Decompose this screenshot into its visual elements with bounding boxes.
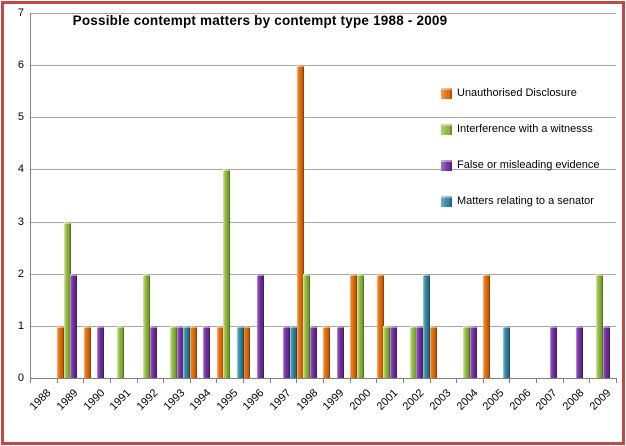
- x-axis-tick: [136, 379, 138, 383]
- x-axis-tick: [429, 379, 431, 383]
- x-axis-tick: [376, 379, 378, 383]
- x-axis-tick: [323, 379, 324, 383]
- x-axis-tick: [269, 379, 271, 383]
- legend-swatch-icon: [441, 195, 452, 207]
- bar-2001-series2: [383, 325, 391, 378]
- bar-1999-series1: [323, 325, 331, 378]
- legend-label: False or misleading evidence: [457, 159, 600, 171]
- x-axis-tick: [536, 379, 538, 383]
- x-axis-tick: [456, 379, 458, 383]
- gridline: [30, 325, 616, 327]
- bar-1999-series3: [336, 325, 344, 378]
- gridline: [30, 169, 616, 171]
- bar-2002-series2: [409, 325, 417, 378]
- bar-2000-series1: [350, 273, 358, 378]
- legend-label: Matters relating to a senator: [457, 195, 594, 207]
- gridline: [30, 13, 616, 14]
- bar-2002-series4: [422, 273, 430, 378]
- bar-1997-series4: [289, 325, 297, 378]
- legend-label: Unauthorised Disclosure: [457, 87, 577, 99]
- y-tick-label: 0: [17, 372, 24, 384]
- y-tick-label: 4: [17, 163, 24, 176]
- x-axis-tick: [616, 379, 617, 383]
- bar-1998-series1: [296, 65, 304, 378]
- chart-title: Possible contempt matters by contempt ty…: [72, 13, 448, 28]
- legend-swatch-icon: [441, 123, 452, 135]
- bar-1995-series1: [216, 325, 224, 378]
- bar-1989-series2: [63, 221, 71, 378]
- bar-2001-series1: [376, 273, 384, 378]
- bar-2009-series3: [602, 325, 610, 378]
- x-axis-tick: [482, 379, 484, 383]
- bar-2004-series3: [469, 325, 477, 378]
- bar-1998-series2: [303, 273, 311, 378]
- gridline: [30, 273, 616, 275]
- bar-1990-series3: [96, 325, 104, 378]
- bar-2003-series1: [429, 325, 437, 378]
- x-axis-line: [30, 378, 617, 379]
- bar-2001-series3: [389, 325, 397, 378]
- x-axis-tick: [589, 379, 591, 383]
- bar-1995-series4: [236, 325, 244, 378]
- x-axis-tick: [402, 379, 404, 383]
- bar-1997-series3: [283, 325, 291, 378]
- x-axis-tick: [296, 379, 298, 383]
- x-axis-tick: [56, 379, 58, 383]
- bar-1989-series3: [70, 273, 78, 378]
- bar-2000-series2: [356, 273, 364, 378]
- x-axis-tick: [163, 379, 165, 383]
- bar-1992-series3: [150, 325, 158, 378]
- bar-1994-series1: [190, 325, 198, 378]
- bar-1992-series2: [143, 273, 151, 378]
- bar-1994-series3: [203, 325, 211, 378]
- x-axis-tick: [216, 379, 218, 383]
- y-tick-label: 1: [17, 319, 24, 332]
- x-axis-tick: [243, 379, 245, 383]
- gridline: [30, 221, 616, 223]
- chart-legend: Unauthorised Disclosure Interference with…: [441, 86, 623, 230]
- y-tick-label: 5: [17, 111, 24, 124]
- x-axis-tick: [30, 379, 31, 383]
- x-axis-tick: [83, 379, 85, 383]
- bar-2009-series2: [596, 273, 604, 378]
- gridline: [30, 65, 616, 67]
- x-axis-tick: [189, 379, 191, 383]
- y-tick-label: 2: [17, 267, 24, 280]
- y-tick-label: 6: [17, 59, 24, 72]
- bar-1996-series1: [243, 325, 251, 378]
- bar-2004-series2: [463, 325, 471, 378]
- bar-1991-series2: [116, 325, 124, 378]
- bar-1993-series3: [176, 325, 184, 378]
- bar-1993-series2: [170, 325, 178, 378]
- bar-2005-series1: [483, 273, 491, 378]
- legend-swatch-icon: [441, 87, 452, 99]
- gridline: [30, 117, 616, 119]
- x-axis-tick: [109, 379, 111, 383]
- x-axis-tick: [509, 379, 511, 383]
- bar-1998-series3: [309, 325, 317, 378]
- legend-swatch-icon: [441, 159, 452, 171]
- bar-2007-series3: [549, 325, 557, 378]
- bar-2005-series4: [502, 325, 510, 378]
- bar-2002-series3: [416, 325, 424, 378]
- x-axis-tick: [349, 379, 351, 383]
- bar-1996-series3: [256, 273, 264, 378]
- bar-1989-series1: [57, 325, 65, 378]
- y-tick-label: 3: [17, 215, 24, 228]
- legend-item: Interference with a witnesss: [441, 122, 623, 136]
- legend-label: Interference with a witnesss: [457, 123, 593, 135]
- y-axis-line: [30, 13, 31, 378]
- x-axis-tick: [562, 379, 564, 383]
- bar-1995-series2: [223, 169, 231, 378]
- legend-item: Unauthorised Disclosure: [441, 86, 623, 100]
- legend-item: Matters relating to a senator: [441, 194, 623, 208]
- legend-item: False or misleading evidence: [441, 158, 623, 172]
- y-tick-label: 7: [17, 7, 24, 19]
- bar-1990-series1: [83, 325, 91, 378]
- bar-1993-series4: [183, 325, 191, 378]
- bar-2008-series3: [576, 325, 584, 378]
